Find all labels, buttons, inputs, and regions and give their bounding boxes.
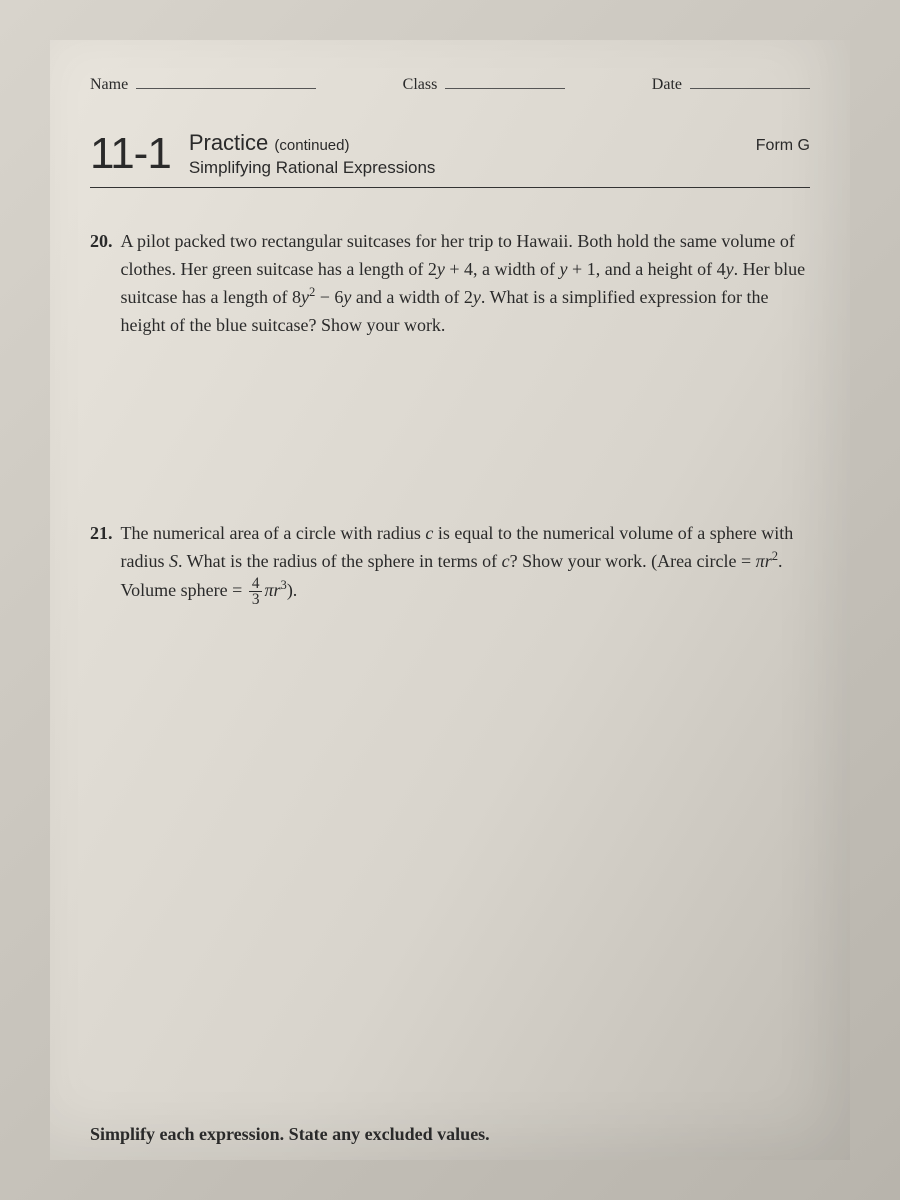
p20-l3b: + 1, and a height of 4: [568, 259, 726, 279]
practice-line: Practice (continued): [189, 130, 436, 156]
p21-l1b: is equal to the numerical volume: [433, 523, 673, 543]
problem-20: 20. A pilot packed two rectangular suitc…: [90, 228, 810, 340]
p20-l3e: and a: [351, 287, 394, 307]
title-rule: [90, 187, 810, 188]
var-r: r: [765, 551, 772, 571]
name-label: Name: [90, 76, 128, 94]
class-field: Class: [403, 70, 566, 94]
var-y: y: [301, 287, 309, 307]
var-pi: π: [756, 551, 765, 571]
p20-l5: Show your work.: [321, 315, 446, 335]
date-label: Date: [652, 76, 682, 94]
date-field: Date: [652, 70, 810, 94]
lesson-subtitle: Simplifying Rational Expressions: [189, 158, 436, 178]
class-blank: [445, 70, 565, 89]
var-y: y: [560, 259, 568, 279]
practice-continued: (continued): [274, 137, 349, 154]
p20-l2b: + 4, a width: [445, 259, 536, 279]
p20-l3d: − 6: [315, 287, 343, 307]
problem-21: 21. The numerical area of a circle with …: [90, 520, 810, 607]
p20-l1a: A pilot packed two rectangular suitcases…: [121, 231, 676, 251]
lesson-number: 11-1: [90, 129, 171, 179]
var-y: y: [726, 259, 734, 279]
bottom-instruction: Simplify each expression. State any excl…: [90, 1124, 490, 1145]
p21-l3c: ).: [287, 579, 298, 599]
problem-20-text: A pilot packed two rectangular suitcases…: [121, 228, 811, 340]
class-label: Class: [403, 76, 438, 94]
frac-den: 3: [249, 592, 263, 607]
frac-num: 4: [249, 576, 263, 592]
var-c: c: [502, 551, 510, 571]
var-y: y: [473, 287, 481, 307]
date-blank: [690, 70, 810, 89]
p21-l2c: ? Show: [510, 551, 564, 571]
p21-l2b: . What is the radius of the sphere in te…: [178, 551, 502, 571]
var-y: y: [437, 259, 445, 279]
practice-label: Practice: [189, 130, 268, 155]
form-label: Form G: [756, 137, 810, 155]
name-field: Name: [90, 70, 316, 94]
lesson-block: 11-1 Practice (continued) Simplifying Ra…: [90, 129, 435, 179]
problem-20-number: 20.: [90, 228, 113, 340]
p21-l3a: your work. (Area circle =: [568, 551, 756, 571]
lesson-titles: Practice (continued) Simplifying Rationa…: [189, 130, 436, 178]
problem-21-number: 21.: [90, 520, 113, 607]
name-blank: [136, 70, 316, 89]
p20-l4a: width of 2: [399, 287, 473, 307]
worksheet-header: Name Class Date: [90, 70, 810, 94]
var-pi: π: [264, 579, 273, 599]
p20-l3a: of: [540, 259, 560, 279]
bottom-text: Simplify each expression. State any excl…: [90, 1124, 490, 1144]
var-s: S: [169, 551, 178, 571]
fraction-4-3: 43: [249, 576, 263, 608]
var-r: r: [274, 579, 281, 599]
p21-l1a: The numerical area of a circle with radi…: [121, 523, 426, 543]
problem-21-text: The numerical area of a circle with radi…: [121, 520, 811, 607]
lesson-title-row: 11-1 Practice (continued) Simplifying Ra…: [90, 129, 810, 179]
